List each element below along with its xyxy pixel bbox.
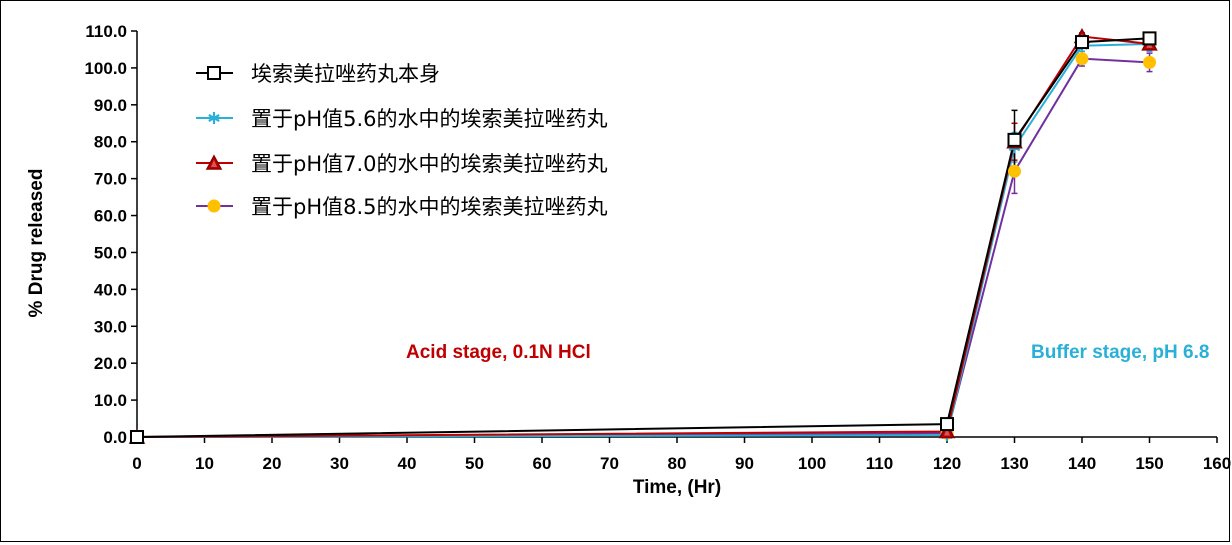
- circle-marker: [1008, 164, 1021, 178]
- x-tick-label: 160: [1203, 454, 1231, 473]
- x-tick-label: 100: [798, 454, 826, 473]
- y-tick-label: 110.0: [85, 22, 127, 41]
- square-marker: [130, 430, 144, 444]
- y-tick-label: 100.0: [84, 59, 127, 78]
- x-tick-label: 120: [933, 454, 961, 473]
- y-axis-title: % Drug released: [26, 169, 47, 318]
- triangle-marker: [205, 154, 223, 170]
- acid-stage-annotation: Acid stage, 0.1N HCl: [406, 342, 591, 363]
- y-tick-label: 40.0: [94, 280, 127, 299]
- legend-label: 埃索美拉唑药丸本身: [251, 62, 440, 86]
- x-tick-label: 10: [195, 454, 214, 473]
- asterisk-stroke: [208, 114, 220, 122]
- y-tick-label: 90.0: [94, 96, 127, 115]
- x-tick-label: 20: [263, 454, 282, 473]
- x-tick-group: 0 10 20 30 40 50 60 70 80 90 100 110 120 130 140 150 160: [132, 437, 1231, 473]
- x-tick-label: 60: [533, 454, 552, 473]
- x-tick-label: 110: [866, 454, 893, 473]
- y-tick-label: 80.0: [94, 133, 127, 152]
- legend-label: 置于pH值7.0的水中的埃索美拉唑药丸: [251, 152, 608, 176]
- x-tick-label: 150: [1135, 454, 1163, 473]
- square-marker: [1075, 35, 1089, 50]
- square-marker: [940, 417, 954, 432]
- y-tick-label: 20.0: [94, 354, 127, 373]
- buffer-stage-annotation: Buffer stage, pH 6.8: [1031, 342, 1209, 363]
- circle-marker: [207, 199, 221, 213]
- y-tick-label: 70.0: [94, 170, 127, 189]
- triangle-marker-highlight: [944, 428, 950, 436]
- x-tick-label: 70: [600, 454, 619, 473]
- axes: [136, 31, 1217, 438]
- y-tick-label: 30.0: [94, 317, 127, 336]
- circle-marker: [1143, 55, 1156, 69]
- y-tick-label: 60.0: [94, 207, 127, 226]
- x-tick-label: 90: [735, 454, 754, 473]
- y-tick-label: 10.0: [94, 391, 127, 410]
- x-tick-label: 30: [330, 454, 349, 473]
- square-marker: [1142, 31, 1157, 46]
- legend-label: 置于pH值8.5的水中的埃索美拉唑药丸: [251, 195, 608, 219]
- legend: 埃索美拉唑药丸本身置于pH值5.6的水中的埃索美拉唑药丸置于pH值7.0的水中的…: [196, 62, 608, 219]
- x-tick-label: 0: [132, 454, 141, 473]
- square-marker: [207, 66, 221, 80]
- circle-marker: [1075, 52, 1089, 66]
- square-marker: [1007, 132, 1022, 147]
- x-axis-title: Time, (Hr): [633, 477, 721, 498]
- x-tick-label: 130: [1000, 454, 1028, 473]
- x-tick-label: 140: [1068, 454, 1096, 473]
- x-tick-label: 50: [465, 454, 484, 473]
- y-tick-group: 0.0 10.0 20.0 30.0 40.0 50.0 60.0 70.0 80.0 90.0 1…: [84, 22, 137, 447]
- x-tick-label: 40: [398, 454, 417, 473]
- legend-label: 置于pH值5.6的水中的埃索美拉唑药丸: [251, 107, 608, 131]
- triangle-marker-highlight: [211, 160, 217, 167]
- y-tick-label: 0.0: [103, 428, 127, 447]
- x-tick-label: 80: [668, 454, 687, 473]
- series-layer: [128, 27, 1158, 444]
- y-tick-label: 50.0: [94, 243, 127, 262]
- asterisk-marker: [208, 112, 220, 124]
